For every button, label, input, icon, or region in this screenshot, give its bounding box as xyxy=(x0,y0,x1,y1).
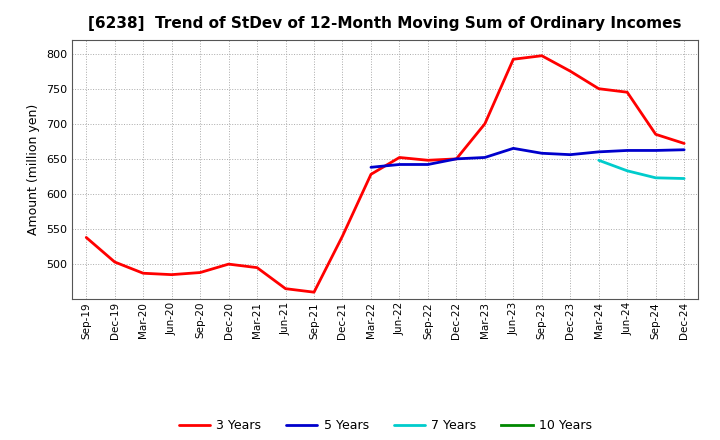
3 Years xyxy=(509,57,518,62)
3 Years xyxy=(282,286,290,291)
3 Years xyxy=(196,270,204,275)
Title: [6238]  Trend of StDev of 12-Month Moving Sum of Ordinary Incomes: [6238] Trend of StDev of 12-Month Moving… xyxy=(89,16,682,32)
5 Years xyxy=(566,152,575,158)
3 Years xyxy=(680,141,688,146)
3 Years xyxy=(167,272,176,277)
3 Years xyxy=(395,155,404,160)
3 Years xyxy=(537,53,546,59)
3 Years xyxy=(253,265,261,270)
7 Years xyxy=(680,176,688,181)
Y-axis label: Amount (million yen): Amount (million yen) xyxy=(27,104,40,235)
5 Years xyxy=(366,165,375,170)
Line: 3 Years: 3 Years xyxy=(86,56,684,292)
3 Years xyxy=(423,158,432,163)
5 Years xyxy=(537,150,546,156)
Legend: 3 Years, 5 Years, 7 Years, 10 Years: 3 Years, 5 Years, 7 Years, 10 Years xyxy=(174,414,597,437)
3 Years xyxy=(139,271,148,276)
3 Years xyxy=(338,233,347,238)
3 Years xyxy=(225,261,233,267)
5 Years xyxy=(680,147,688,152)
3 Years xyxy=(652,132,660,137)
Line: 7 Years: 7 Years xyxy=(599,160,684,179)
3 Years xyxy=(623,90,631,95)
5 Years xyxy=(395,162,404,167)
3 Years xyxy=(310,290,318,295)
5 Years xyxy=(423,162,432,167)
3 Years xyxy=(452,156,461,161)
3 Years xyxy=(566,69,575,74)
Line: 5 Years: 5 Years xyxy=(371,148,684,167)
5 Years xyxy=(623,148,631,153)
5 Years xyxy=(452,156,461,161)
5 Years xyxy=(509,146,518,151)
3 Years xyxy=(480,121,489,126)
3 Years xyxy=(110,259,119,264)
7 Years xyxy=(652,175,660,180)
3 Years xyxy=(595,86,603,92)
5 Years xyxy=(480,155,489,160)
3 Years xyxy=(82,235,91,240)
7 Years xyxy=(595,158,603,163)
7 Years xyxy=(623,168,631,173)
5 Years xyxy=(652,148,660,153)
3 Years xyxy=(366,172,375,177)
5 Years xyxy=(595,149,603,154)
